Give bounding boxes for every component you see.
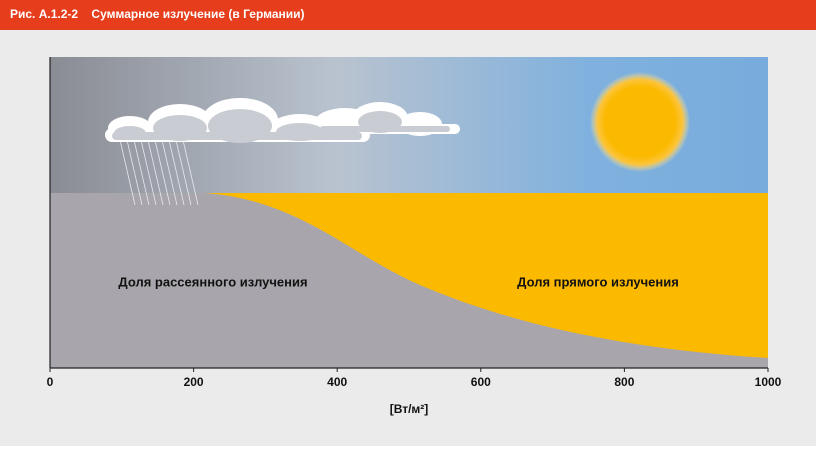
clouds <box>105 98 460 143</box>
tick-label: 0 <box>47 375 54 389</box>
tick-label: 1000 <box>755 375 782 389</box>
rain <box>119 139 199 206</box>
diffuse-label: Доля рассеянного излучения <box>118 274 307 289</box>
direct-label: Доля прямого излучения <box>517 274 679 289</box>
tick-label: 200 <box>184 375 204 389</box>
sun <box>590 72 690 172</box>
header-bar <box>0 0 816 30</box>
tick-label: 800 <box>614 375 634 389</box>
diffuse-area <box>50 193 768 368</box>
header-title: Рис. A.1.2-2 Суммарное излучение (в Герм… <box>10 7 305 21</box>
axis-label: [Вт/м²] <box>390 402 429 416</box>
tick-label: 400 <box>327 375 347 389</box>
tick-label: 600 <box>471 375 491 389</box>
ticks: 0 200 400 600 800 1000 <box>47 368 782 389</box>
